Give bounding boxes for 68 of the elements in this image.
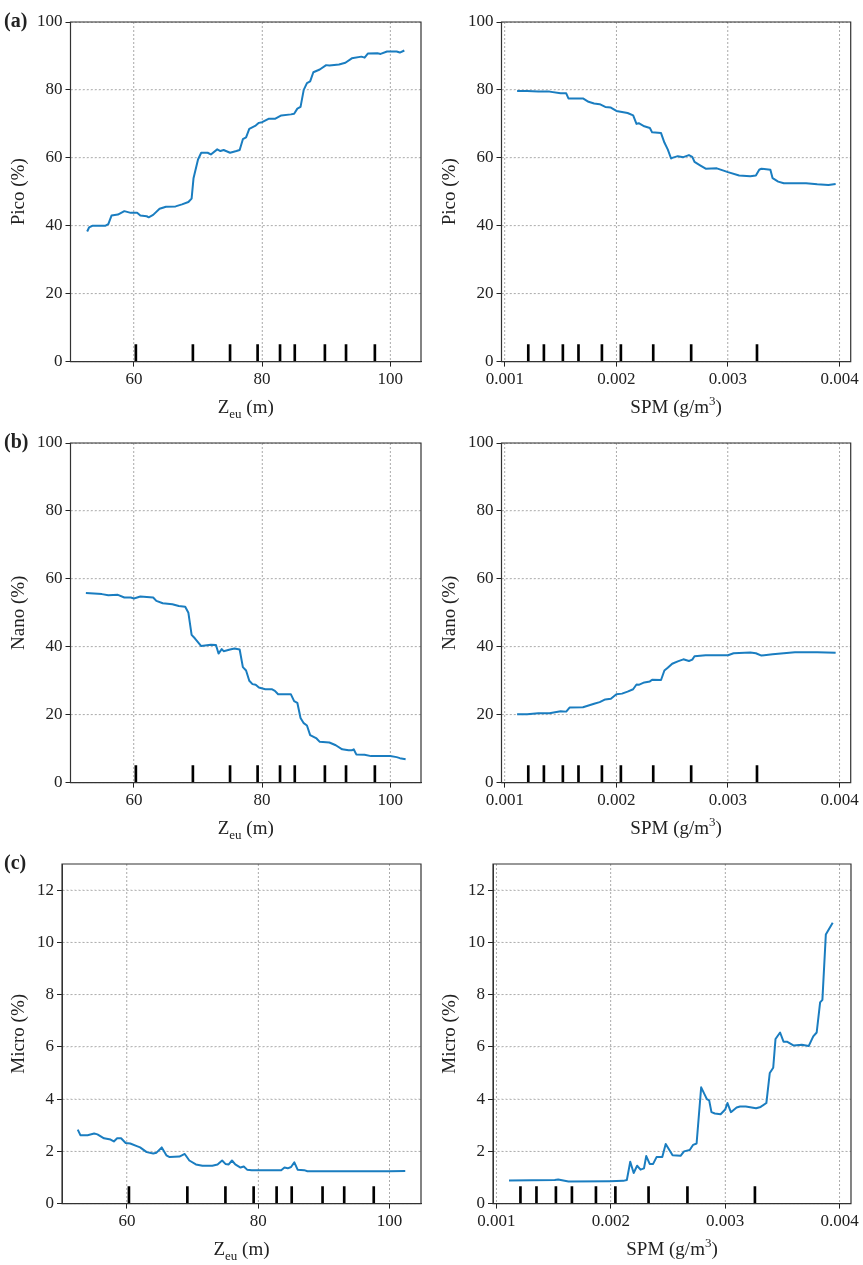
y-tick-label: 0: [45, 1193, 54, 1213]
x-tick-label: 60: [118, 1211, 136, 1231]
y-tick-label: 80: [476, 79, 494, 99]
chart-title: (a): [4, 9, 28, 33]
y-tick-label: 40: [45, 215, 63, 235]
x-tick-label: 0.004: [820, 790, 860, 810]
y-tick-label: 2: [45, 1140, 54, 1160]
y-tick-label: 40: [476, 215, 494, 235]
y-tick-label: 80: [45, 79, 63, 99]
y-tick-label: 0: [54, 772, 63, 792]
y-tick-label: 60: [45, 568, 63, 588]
x-tick-label: 80: [249, 1211, 267, 1231]
y-tick-label: 4: [476, 1088, 486, 1108]
y-tick-label: 12: [468, 879, 485, 899]
y-tick-label: 8: [45, 984, 54, 1004]
y-tick-label: 0: [476, 1193, 485, 1213]
y-tick-label: 100: [468, 11, 494, 31]
y-tick-label: 40: [476, 636, 494, 656]
y-tick-label: 2: [476, 1140, 485, 1160]
y-tick-label: 4: [45, 1088, 55, 1108]
x-tick-label: 0.002: [597, 369, 636, 389]
x-tick-label: 0.003: [708, 369, 748, 389]
x-tick-label: 60: [125, 369, 143, 389]
y-tick-label: 8: [476, 984, 485, 1004]
x-tick-label: 0.001: [477, 1211, 516, 1231]
y-tick-label: 80: [476, 500, 494, 520]
y-tick-label: 12: [37, 879, 54, 899]
x-tick-label: 0.003: [708, 790, 748, 810]
y-tick-label: 10: [468, 931, 485, 951]
y-tick-label: 100: [37, 11, 63, 31]
y-tick-label: 100: [37, 432, 63, 452]
y-tick-label: 20: [45, 704, 63, 724]
y-tick-label: 60: [45, 147, 63, 167]
chart-title: (b): [4, 430, 29, 454]
y-axis-title: Pico (%): [7, 158, 29, 226]
x-tick-label: 60: [125, 790, 143, 810]
x-tick-label: 0.001: [485, 790, 524, 810]
y-tick-label: 60: [476, 147, 494, 167]
y-tick-label: 20: [476, 283, 494, 303]
y-tick-label: 0: [54, 351, 63, 371]
x-tick-label: 80: [253, 790, 271, 810]
y-tick-label: 20: [45, 283, 63, 303]
y-tick-label: 10: [37, 931, 54, 951]
y-tick-label: 80: [45, 500, 63, 520]
x-tick-label: 0.001: [485, 369, 524, 389]
x-tick-label: 100: [376, 1211, 403, 1231]
x-tick-label: 0.004: [820, 1211, 860, 1231]
y-axis-title: Micro (%): [438, 993, 460, 1074]
y-axis-title: Pico (%): [438, 158, 460, 226]
x-tick-label: 0.004: [820, 369, 860, 389]
y-tick-label: 0: [485, 351, 494, 371]
x-tick-label: 100: [377, 790, 403, 810]
chart-title: (c): [4, 851, 27, 875]
y-tick-label: 6: [476, 1036, 485, 1056]
x-tick-label: 100: [377, 369, 403, 389]
x-tick-label: 0.002: [597, 790, 636, 810]
x-tick-label: 0.002: [591, 1211, 630, 1231]
x-tick-label: 0.003: [706, 1211, 745, 1231]
y-tick-label: 40: [45, 636, 63, 656]
y-tick-label: 100: [468, 432, 494, 452]
y-tick-label: 0: [485, 772, 494, 792]
y-tick-label: 20: [476, 704, 494, 724]
y-axis-title: Micro (%): [7, 993, 29, 1074]
y-axis-title: Nano (%): [438, 575, 460, 650]
y-axis-title: Nano (%): [7, 575, 29, 650]
x-tick-label: 80: [253, 369, 271, 389]
y-tick-label: 6: [45, 1036, 54, 1056]
y-tick-label: 60: [476, 568, 494, 588]
